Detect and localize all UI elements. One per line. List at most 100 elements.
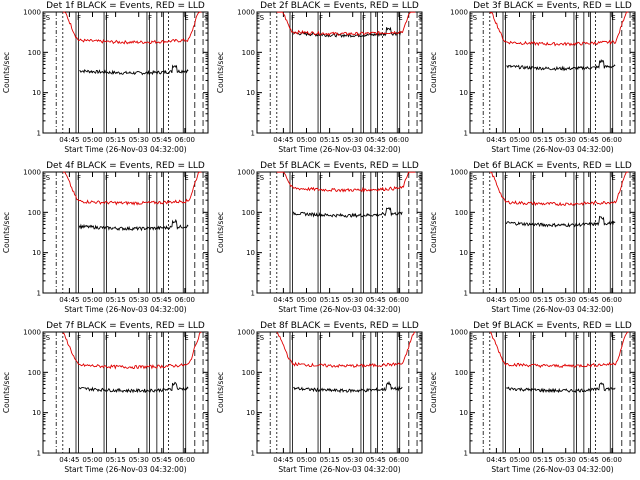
plot-title: Det 7f BLACK = Events, RED = LLD bbox=[46, 321, 205, 331]
x-tick-label: 05:00 bbox=[82, 136, 102, 144]
flag-label: S bbox=[260, 174, 265, 182]
x-axis-label: Start Time (26-Nov-03 04:32:00) bbox=[491, 305, 613, 314]
y-tick-label: 100 bbox=[242, 49, 255, 57]
x-tick-label: 05:15 bbox=[533, 296, 553, 304]
flag-label: E bbox=[184, 14, 188, 22]
x-tick-label: 04:45 bbox=[486, 296, 506, 304]
x-tick-label: 05:45 bbox=[579, 296, 599, 304]
events-series-line bbox=[79, 64, 189, 76]
x-tick-label: 05:30 bbox=[129, 136, 149, 144]
plot-frame bbox=[256, 171, 423, 294]
flag-label: S bbox=[46, 174, 51, 182]
y-tick-label: 10 bbox=[246, 409, 255, 417]
x-tick-label: 04:45 bbox=[59, 136, 79, 144]
x-tick-label: 05:45 bbox=[579, 136, 599, 144]
events-series-line bbox=[505, 215, 616, 228]
flag-label: F bbox=[291, 14, 295, 22]
lld-series-line bbox=[489, 11, 629, 47]
x-axis-label: Start Time (26-Nov-03 04:32:00) bbox=[64, 465, 186, 474]
events-series-line bbox=[292, 26, 403, 38]
y-tick-label: 1000 bbox=[23, 9, 41, 17]
plot-title: Det 4f BLACK = Events, RED = LLD bbox=[46, 161, 205, 171]
detector-plot-4: Det 4f BLACK = Events, RED = LLD 1 10 100 10… bbox=[2, 161, 209, 314]
flag-label: S bbox=[204, 174, 209, 182]
events-series-line bbox=[292, 207, 403, 219]
x-axis-label: Start Time (26-Nov-03 04:32:00) bbox=[278, 305, 400, 314]
y-tick-label: 10 bbox=[32, 89, 41, 97]
x-tick-label: 04:45 bbox=[59, 296, 79, 304]
y-axis-label: Counts/sec bbox=[429, 52, 438, 93]
plot-frame bbox=[42, 171, 209, 294]
detector-plot-8: Det 8f BLACK = Events, RED = LLD 1 10 100 10… bbox=[216, 321, 423, 474]
flag-label: F bbox=[504, 14, 508, 22]
x-tick-label: 05:45 bbox=[366, 296, 386, 304]
flag-label: F bbox=[105, 14, 109, 22]
detector-plot-3: Det 3f BLACK = Events, RED = LLD 1 10 100 10… bbox=[429, 1, 636, 154]
x-tick-label: 05:45 bbox=[579, 456, 599, 464]
y-tick-label: 10 bbox=[32, 409, 41, 417]
lld-series-line bbox=[489, 171, 629, 207]
x-tick-label: 05:00 bbox=[296, 296, 316, 304]
flag-label: S bbox=[204, 14, 209, 22]
flag-label: F bbox=[362, 14, 366, 22]
flag-label: S bbox=[46, 334, 51, 342]
flag-label: S bbox=[46, 14, 51, 22]
x-axis-label: Start Time (26-Nov-03 04:32:00) bbox=[491, 145, 613, 154]
y-tick-label: 1 bbox=[464, 450, 468, 458]
y-tick-label: 100 bbox=[28, 49, 41, 57]
y-tick-label: 10 bbox=[246, 89, 255, 97]
y-axis-label: Counts/sec bbox=[2, 52, 11, 93]
y-tick-label: 10 bbox=[459, 409, 468, 417]
flag-label: S bbox=[631, 14, 636, 22]
x-tick-label: 06:00 bbox=[175, 136, 195, 144]
plot-frame bbox=[42, 11, 209, 134]
flag-label: F bbox=[148, 174, 152, 182]
flag-label: E bbox=[184, 334, 188, 342]
plot-frame bbox=[469, 331, 636, 454]
y-tick-label: 1 bbox=[37, 450, 41, 458]
flag-label: E bbox=[611, 174, 615, 182]
x-tick-label: 04:45 bbox=[273, 456, 293, 464]
flag-label: F bbox=[77, 14, 81, 22]
flag-label: F bbox=[504, 174, 508, 182]
y-axis-label: Counts/sec bbox=[2, 372, 11, 413]
x-tick-label: 05:30 bbox=[343, 136, 363, 144]
flag-label: F bbox=[575, 14, 579, 22]
x-tick-label: 05:15 bbox=[533, 456, 553, 464]
y-tick-label: 1 bbox=[251, 450, 255, 458]
y-tick-label: 100 bbox=[242, 369, 255, 377]
flag-label: S bbox=[418, 174, 423, 182]
flag-label: F bbox=[77, 174, 81, 182]
x-tick-label: 06:00 bbox=[389, 296, 409, 304]
lld-series-line bbox=[62, 331, 202, 370]
x-tick-label: 05:00 bbox=[82, 296, 102, 304]
flag-label: F bbox=[575, 174, 579, 182]
flag-label: E bbox=[398, 334, 402, 342]
flag-label: F bbox=[291, 334, 295, 342]
x-tick-label: 05:15 bbox=[106, 456, 126, 464]
y-tick-label: 1000 bbox=[450, 329, 468, 337]
flag-label: S bbox=[260, 14, 265, 22]
flag-label: F bbox=[105, 334, 109, 342]
plot-frame bbox=[469, 171, 636, 294]
x-tick-label: 06:00 bbox=[602, 456, 622, 464]
y-axis-label: Counts/sec bbox=[216, 372, 225, 413]
x-tick-label: 05:30 bbox=[129, 296, 149, 304]
detector-plot-5: Det 5f BLACK = Events, RED = LLD 1 10 100 10… bbox=[216, 161, 423, 314]
plot-frame bbox=[469, 11, 636, 134]
events-series-line bbox=[293, 380, 403, 394]
flag-label: F bbox=[319, 334, 323, 342]
x-tick-label: 05:15 bbox=[106, 136, 126, 144]
events-series-line bbox=[506, 59, 616, 72]
plot-title: Det 5f BLACK = Events, RED = LLD bbox=[260, 161, 419, 171]
y-tick-label: 1000 bbox=[237, 169, 255, 177]
plot-title: Det 1f BLACK = Events, RED = LLD bbox=[46, 1, 205, 11]
x-tick-label: 05:15 bbox=[320, 136, 340, 144]
y-tick-label: 100 bbox=[28, 369, 41, 377]
y-tick-label: 1 bbox=[464, 290, 468, 298]
x-tick-label: 05:45 bbox=[366, 136, 386, 144]
y-tick-label: 100 bbox=[455, 49, 468, 57]
events-series-line bbox=[78, 381, 189, 394]
y-tick-label: 10 bbox=[32, 249, 41, 257]
flag-label: E bbox=[398, 14, 402, 22]
